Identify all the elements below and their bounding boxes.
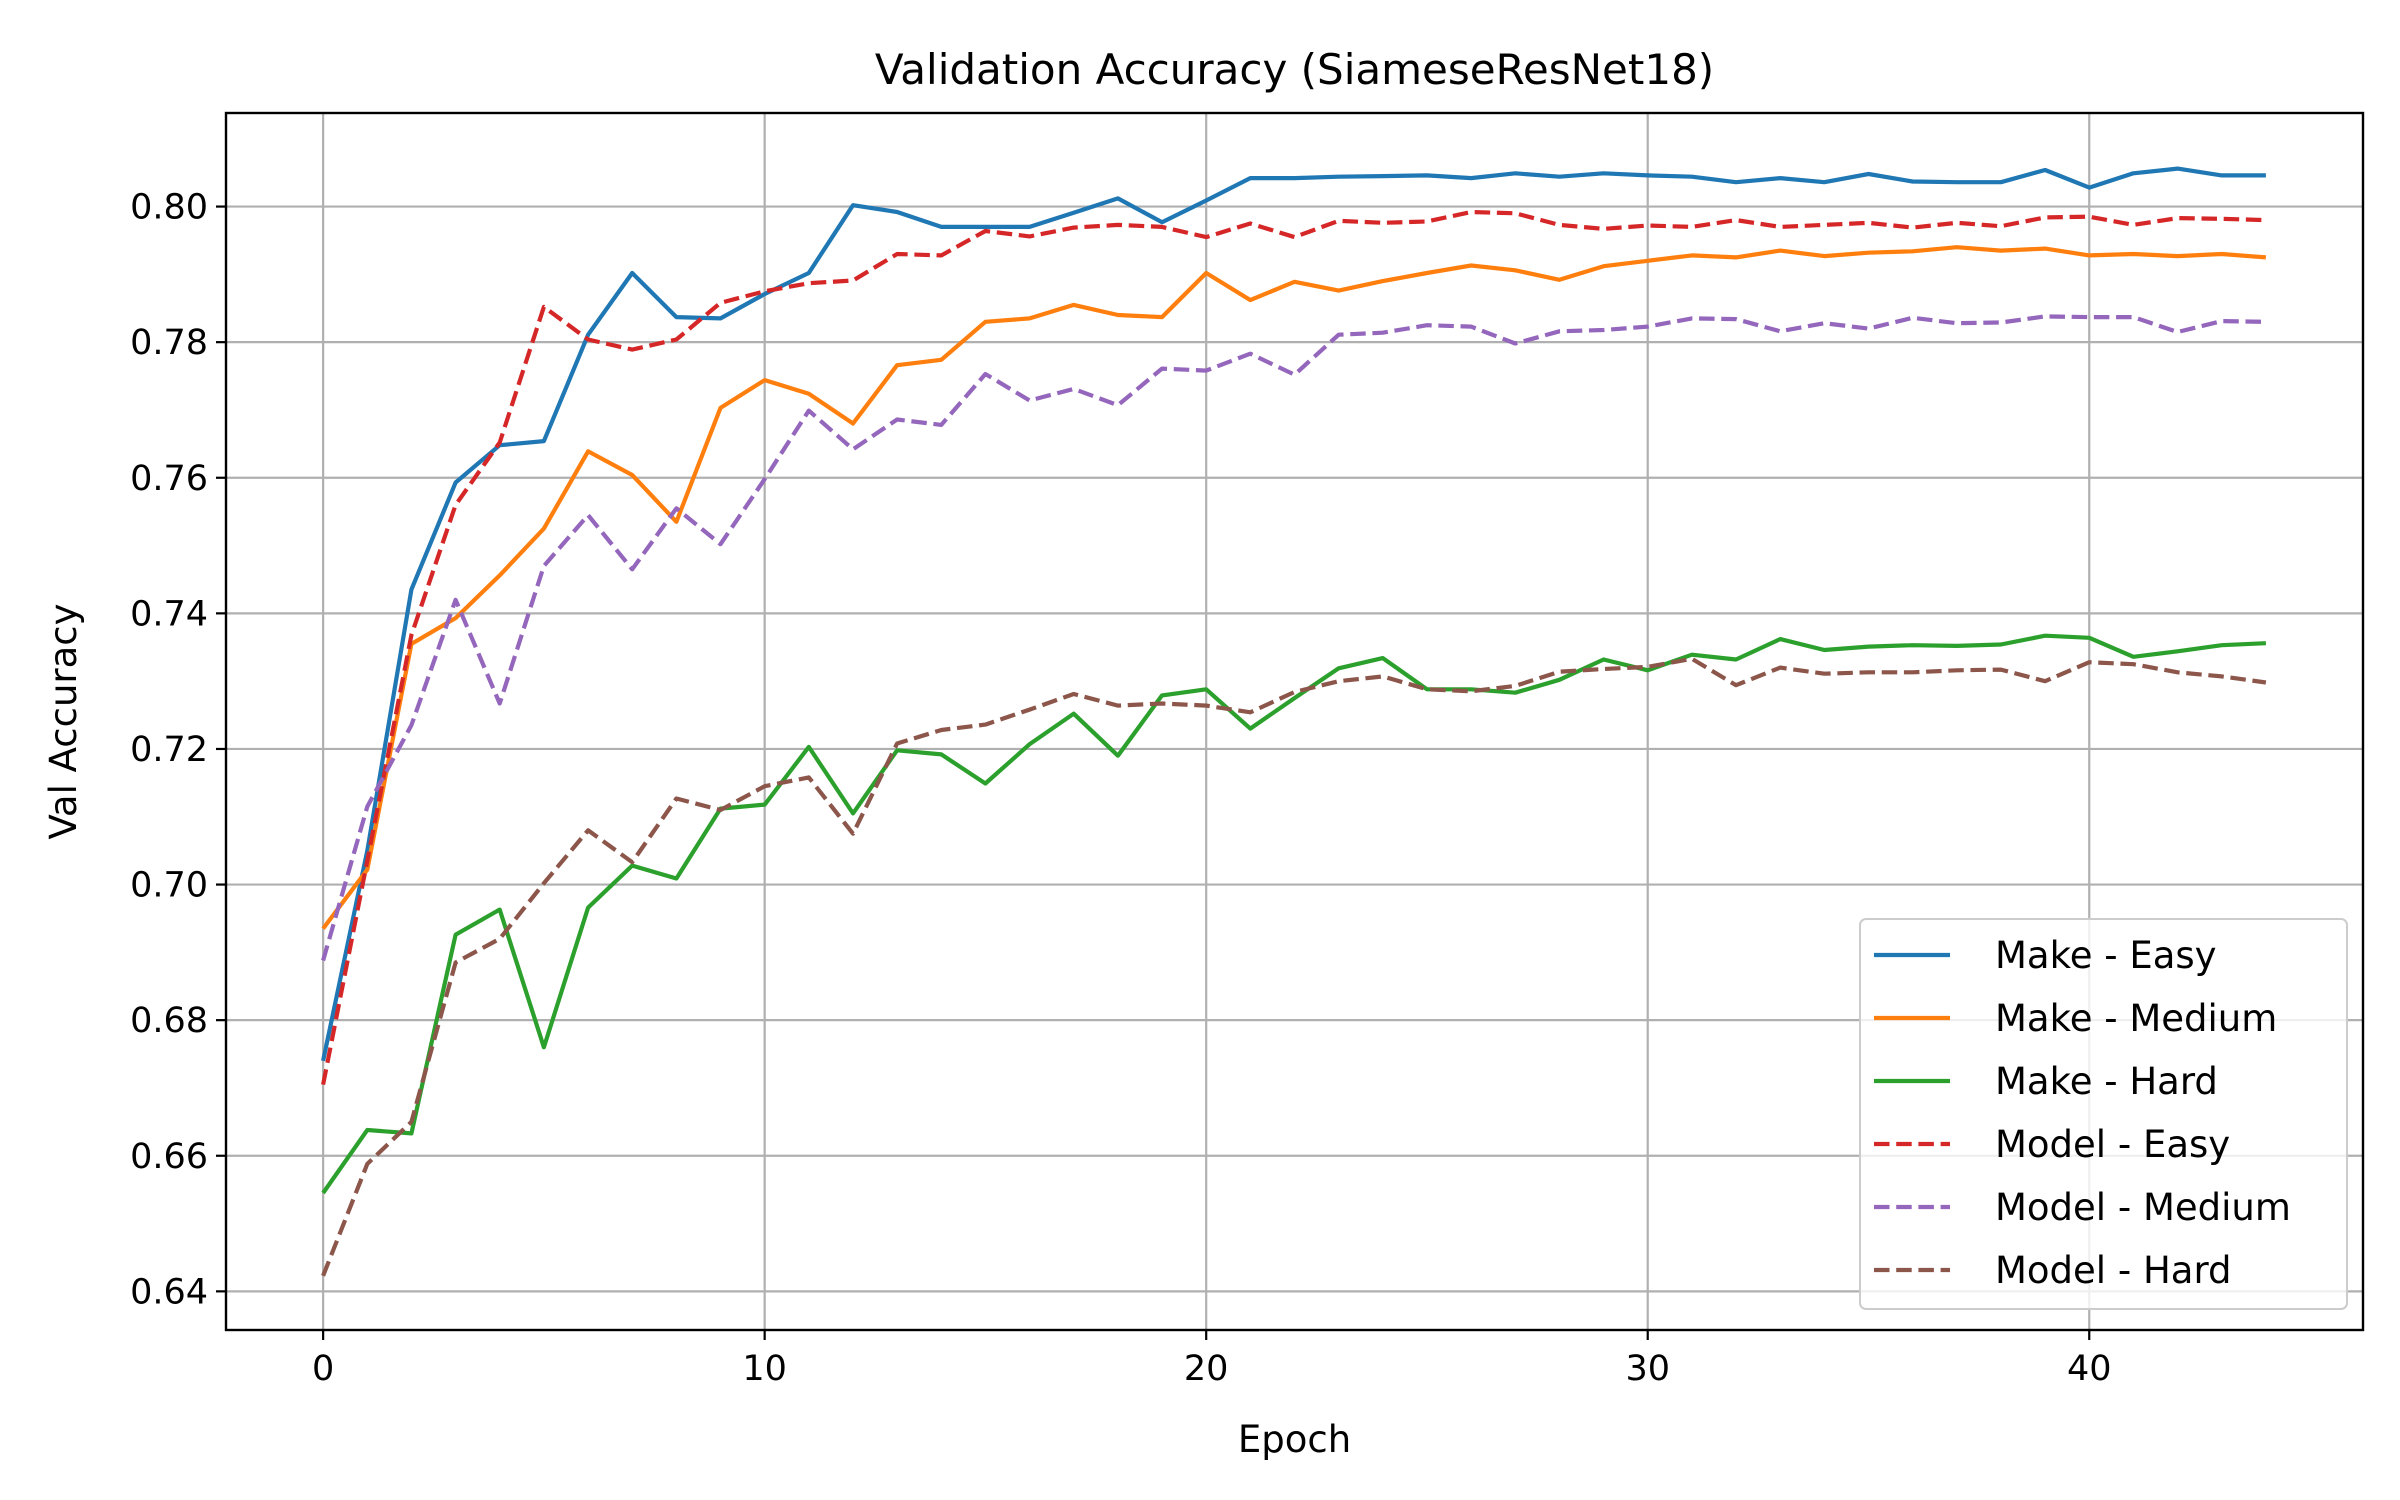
series-line-make-easy <box>321 166 2266 1062</box>
series-line-model-easy <box>321 209 2266 1086</box>
y-tick-label: 0.72 <box>130 730 208 770</box>
y-tick-label: 0.68 <box>130 1001 208 1041</box>
y-tick-label: 0.64 <box>130 1272 208 1312</box>
tick-layer: 0 10 20 30 40 0.64 0.66 0.68 0.70 0.72 0.74 0.76 0.7… <box>130 188 2111 1389</box>
series-line-make-hard <box>321 633 2266 1195</box>
series-line-make-medium <box>321 245 2267 930</box>
series-layer <box>321 166 2267 1277</box>
x-tick-label: 40 <box>2067 1349 2112 1389</box>
y-tick-label: 0.78 <box>130 323 208 363</box>
legend-label: Make - Medium <box>1995 997 2277 1040</box>
x-tick-label: 20 <box>1184 1349 1229 1389</box>
y-tick-label: 0.80 <box>130 188 208 228</box>
y-tick-label: 0.66 <box>130 1137 208 1177</box>
legend-label: Model - Easy <box>1995 1123 2230 1166</box>
x-tick-label: 30 <box>1625 1349 1670 1389</box>
y-tick-label: 0.70 <box>130 866 208 906</box>
legend-label: Model - Hard <box>1995 1249 2232 1292</box>
y-axis-label: Val Accuracy <box>42 603 85 839</box>
x-tick-label: 0 <box>312 1349 334 1389</box>
y-tick-label: 0.74 <box>130 594 208 634</box>
legend: Make - Easy Make - Medium Make - Hard Model… <box>1859 918 2348 1310</box>
plot-frame <box>224 111 2365 1332</box>
grid-layer <box>226 113 2363 1330</box>
x-tick-label: 10 <box>742 1349 787 1389</box>
series-line-model-medium <box>321 314 2266 962</box>
y-tick-label: 0.76 <box>130 459 208 499</box>
legend-label: Make - Easy <box>1995 934 2217 977</box>
chart-title: Validation Accuracy (SiameseResNet18) <box>875 45 1714 94</box>
legend-box <box>1859 918 2348 1310</box>
legend-label: Make - Hard <box>1995 1060 2218 1103</box>
legend-label: Model - Medium <box>1995 1186 2291 1229</box>
x-axis-label: Epoch <box>1238 1418 1351 1461</box>
